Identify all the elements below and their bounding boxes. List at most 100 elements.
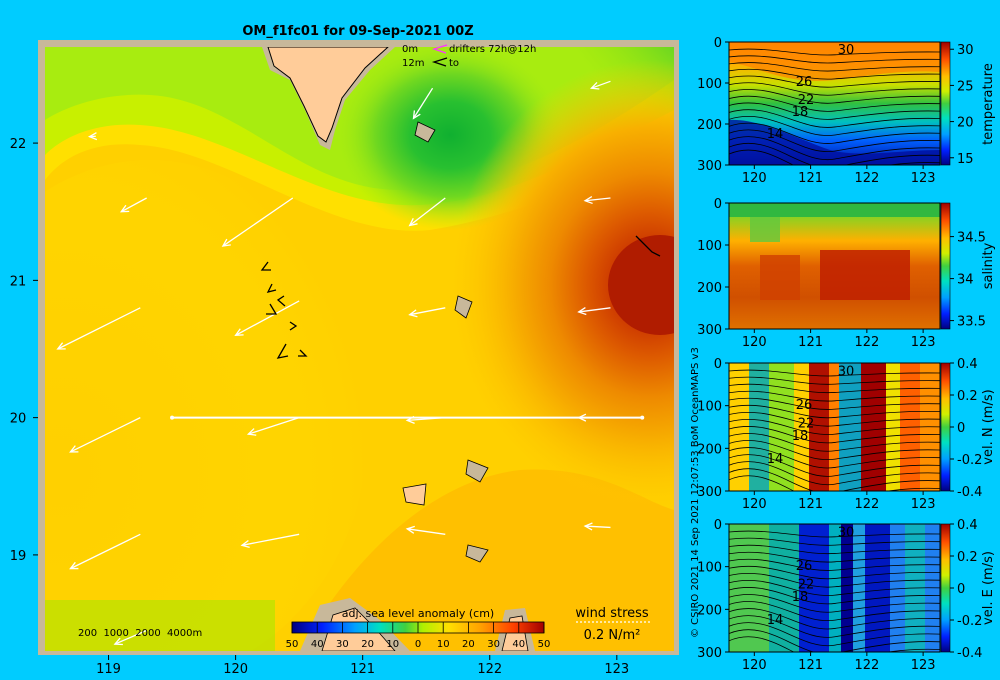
panel-colorbar-tick-label: -0.4 (957, 485, 982, 500)
vel-n-contours (729, 369, 940, 491)
drifter-legend-0m: 0m (402, 44, 418, 55)
panel-x-tick-label: 121 (798, 497, 823, 512)
panel-colorbar-tick-label: 30 (957, 43, 974, 58)
wind-vector (221, 197, 294, 247)
panel-x-tick-label: 121 (798, 171, 823, 186)
wind-vector (56, 307, 141, 350)
panel-x-tick-label: 121 (798, 658, 823, 673)
vel-n-band-6 (829, 363, 839, 491)
contour-line (729, 390, 940, 402)
wind-vector (220, 31, 235, 38)
contour-line (729, 544, 940, 555)
wind-vector (69, 417, 141, 453)
drifter-legend-label: drifters 72h@12h (449, 44, 536, 55)
sla-colorbar-tick-label: 10 (437, 639, 450, 650)
vel-e-contours (729, 530, 940, 652)
vel-e-band-6 (853, 524, 865, 652)
contour-line (729, 447, 940, 469)
wind-stress-legend: wind stress 0.2 N/m² (575, 606, 652, 643)
sla-colorbar-tick-label: 20 (462, 639, 475, 650)
island-calayan (465, 544, 489, 563)
contour-label: 26 (796, 559, 813, 574)
wind-vector (405, 525, 446, 535)
panel-x-tick-label: 122 (854, 171, 879, 186)
contour-line (729, 136, 940, 161)
island-lanyu (414, 121, 436, 143)
salinity-high-west (760, 255, 800, 300)
sla-eddy-core (608, 235, 674, 335)
contour-line (729, 594, 940, 613)
vel-n-colorbar (940, 362, 951, 492)
main-y-tick-label: 22 (10, 137, 27, 152)
panel-y-tick-label: 0 (714, 197, 722, 212)
panel-y-tick-label: 200 (697, 118, 722, 133)
wind-vector (577, 307, 611, 316)
main-map: 0m drifters 72h@12h 12m to 200 1000 2000… (10, 31, 679, 677)
contour-line (729, 369, 940, 377)
panel-y-tick-label: 100 (697, 400, 722, 415)
contour-line (729, 95, 940, 112)
vel-e-plot-frame (728, 523, 941, 653)
vel-e-colorbar (940, 523, 951, 653)
wind-vector (69, 533, 141, 570)
main-x-tick-label: 119 (96, 662, 121, 677)
wind-vector (589, 80, 611, 90)
panel-colorbar-tick-label: 33.5 (957, 315, 986, 330)
panel-y-tick-label: 100 (697, 239, 722, 254)
panel-y-tick-label: 200 (697, 281, 722, 296)
drifter-track (266, 303, 278, 315)
panel-colorbar-tick-label: 34.5 (957, 231, 986, 246)
contour-line (729, 615, 940, 638)
contour-label: 26 (796, 75, 813, 90)
depth-legend: 200 1000 2000 4000m (78, 628, 202, 639)
salinity-high-core (820, 250, 910, 300)
sla-colorbar-label: adj. sea level anomaly (cm) (342, 607, 494, 620)
sla-colorbar-tick-label: 20 (361, 639, 374, 650)
contour-label: 18 (792, 590, 809, 605)
temperature-contours (729, 48, 940, 165)
salinity-label: salinity (981, 242, 996, 289)
panel-colorbar-tick-label: 20 (957, 116, 974, 131)
panel-colorbar-tick-label: -0.4 (957, 646, 982, 661)
sla-colorbar-tick-label: 30 (336, 639, 349, 650)
contour-line (729, 89, 940, 104)
wind-vectors (56, 31, 611, 646)
vel-e-band-4 (829, 524, 841, 652)
contour-line (729, 419, 940, 435)
contour-line (729, 475, 940, 491)
salinity-colorbar (940, 202, 951, 330)
contour-line (729, 48, 940, 56)
contour-line (729, 62, 940, 72)
island-batan (465, 459, 489, 483)
panel-y-tick-label: 300 (697, 646, 722, 661)
wind-vector (87, 132, 98, 141)
vel-n-band-4 (794, 363, 809, 491)
wind-stress-value: 0.2 N/m² (584, 628, 641, 643)
contour-line (729, 376, 940, 385)
panel-x-tick-label: 123 (911, 497, 936, 512)
main-x-tick-label: 122 (477, 662, 502, 677)
wind-vector (113, 629, 147, 646)
contour-line (729, 142, 940, 165)
drifter-track (635, 235, 661, 257)
vel-e-band-1 (729, 524, 769, 652)
salinity-panel: salinity (728, 202, 996, 330)
contour-line (729, 551, 940, 563)
panel-y-tick-label: 0 (714, 36, 722, 51)
contour-line (729, 468, 940, 491)
land-taiwan-coast (267, 47, 389, 143)
sla-colorbar-tick-label: 30 (487, 639, 500, 650)
drifter-track (289, 321, 298, 331)
wind-vector (577, 413, 611, 422)
contour-line (729, 608, 940, 630)
island-babuyan (402, 483, 427, 506)
panel-x-tick-label: 122 (854, 335, 879, 350)
contour-line (729, 622, 940, 647)
panel-x-tick-label: 122 (854, 658, 879, 673)
main-y-tick-label: 20 (10, 412, 27, 427)
contour-label: 26 (796, 398, 813, 413)
sla-eddy-warm (450, 60, 674, 510)
